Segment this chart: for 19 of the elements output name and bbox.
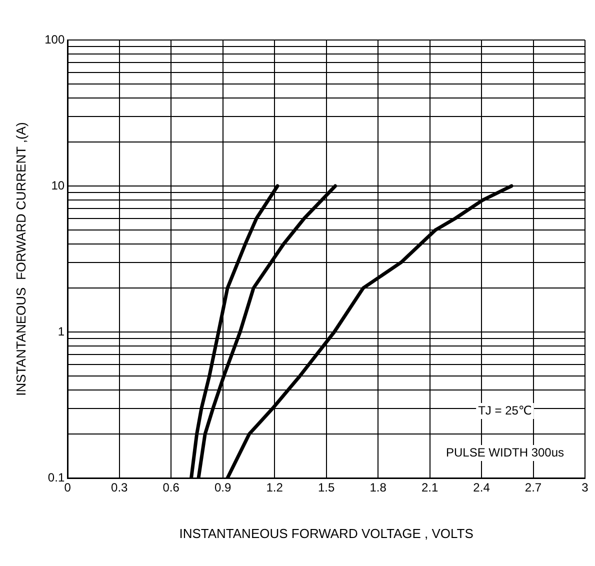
x-tick-label: 0.6 <box>162 480 180 495</box>
y-tick-label: 0.1 <box>48 470 65 484</box>
x-tick-label: 1.2 <box>266 480 284 495</box>
x-tick-label: 2.7 <box>524 480 542 495</box>
y-tick-label: 10 <box>51 178 65 192</box>
annotation: PULSE WIDTH 300us <box>446 445 564 460</box>
x-tick-label: 0 <box>64 480 72 495</box>
x-tick-label: 1.8 <box>370 480 387 495</box>
y-axis-title: INSTANTANEOUS FORWARD CURRENT ,(A) <box>13 122 28 396</box>
x-tick-label: 3 <box>582 480 589 495</box>
x-tick-label: 1.5 <box>318 480 335 495</box>
y-tick-label: 1 <box>58 324 65 338</box>
x-axis-title: INSTANTANEOUS FORWARD VOLTAGE , VOLTS <box>179 526 474 541</box>
y-tick-label: 100 <box>44 32 65 46</box>
x-tick-label: 2.4 <box>473 480 490 495</box>
x-tick-label: 0.9 <box>214 480 232 495</box>
x-tick-label: 2.1 <box>421 480 438 495</box>
annotation: TJ = 25℃ <box>478 403 532 418</box>
x-tick-label: 0.3 <box>111 480 128 495</box>
